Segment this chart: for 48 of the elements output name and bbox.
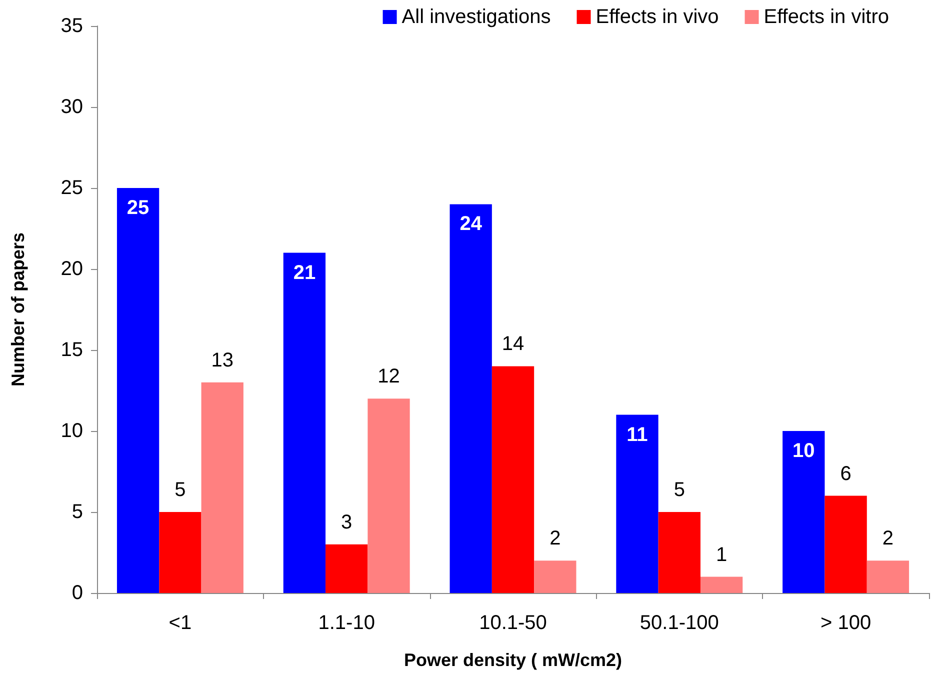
x-tick-label: 50.1-100	[640, 612, 719, 634]
y-tick-label: 30	[60, 96, 83, 118]
bar	[116, 188, 160, 593]
x-tick-label: <1	[168, 612, 192, 634]
data-label: 2	[550, 528, 561, 550]
data-label: 10	[792, 440, 815, 462]
bar	[616, 414, 658, 593]
legend-label: All investigations	[402, 6, 551, 28]
bar	[283, 252, 326, 593]
data-label: 21	[293, 262, 316, 284]
data-label: 24	[460, 213, 483, 236]
data-label: 13	[211, 349, 234, 372]
y-tick-label: 5	[72, 501, 83, 523]
legend-label: Effects in vivo	[596, 6, 719, 28]
legend-label: Effects in vitro	[764, 6, 889, 28]
bar	[534, 560, 576, 593]
data-label: 5	[674, 479, 685, 501]
data-label: 1	[716, 544, 728, 566]
data-label: 14	[502, 333, 524, 356]
data-label: 5	[174, 479, 186, 501]
bar	[450, 204, 492, 593]
data-label: 12	[378, 366, 400, 388]
data-label: 2	[882, 528, 894, 550]
y-tick-label: 20	[60, 258, 83, 280]
bar	[866, 560, 910, 593]
y-tick-label: 35	[60, 15, 83, 37]
bar	[700, 576, 743, 593]
data-label: 3	[341, 511, 352, 534]
bar	[368, 398, 410, 593]
y-tick-label: 10	[60, 420, 83, 442]
bar	[159, 512, 202, 593]
data-label: 6	[840, 462, 852, 485]
y-tick-label: 25	[60, 177, 83, 199]
x-tick-label: 1.1-10	[318, 612, 375, 634]
bar	[782, 431, 825, 593]
bar	[492, 366, 534, 593]
x-tick-label: > 100	[820, 612, 872, 634]
x-tick-label: 10.1-50	[479, 612, 547, 634]
bar	[326, 544, 368, 593]
y-tick-label: 0	[72, 582, 83, 604]
y-axis-title: Number of papers	[8, 232, 28, 387]
data-label: 11	[626, 424, 648, 446]
data-label: 25	[126, 197, 150, 219]
y-tick-label: 15	[60, 339, 83, 361]
bar	[658, 512, 700, 593]
x-axis-title: Power density ( mW/cm2)	[404, 650, 622, 670]
bar	[201, 382, 244, 593]
bar	[824, 496, 867, 593]
